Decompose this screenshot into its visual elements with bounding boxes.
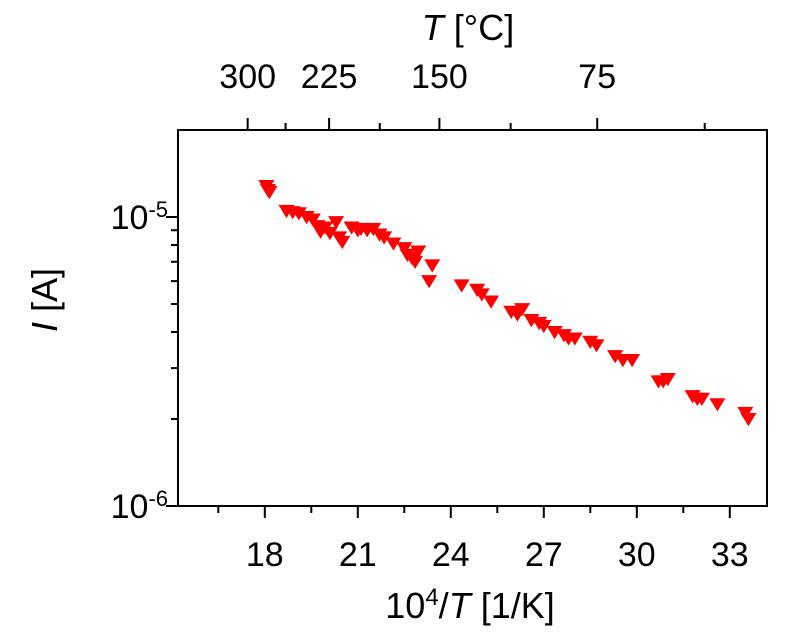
- data-point: [514, 303, 531, 317]
- x-tick-label: 30: [618, 536, 656, 574]
- data-point: [334, 235, 351, 250]
- data-point: [740, 413, 757, 427]
- x-tick-label: 33: [711, 536, 749, 574]
- x-tick-label: 24: [432, 536, 470, 574]
- data-point: [396, 242, 413, 256]
- y-tick-labels: 10-6 10-5: [111, 196, 168, 526]
- data-point: [321, 227, 338, 241]
- data-point: [588, 339, 605, 353]
- data-point: [290, 207, 307, 221]
- top-tick-label: 75: [578, 58, 616, 96]
- data-point: [607, 350, 624, 364]
- data-points: [258, 180, 757, 427]
- data-point: [709, 398, 726, 412]
- data-point: [328, 216, 345, 230]
- top-axis-label: T [°C]: [422, 7, 514, 48]
- data-point: [483, 295, 500, 309]
- axis-ticks: [166, 118, 731, 518]
- data-point: [582, 335, 599, 349]
- data-point: [693, 392, 710, 406]
- x-tick-label: 18: [246, 536, 284, 574]
- y-tick-label: 10-6: [111, 486, 168, 527]
- data-point: [261, 186, 278, 200]
- data-point: [407, 255, 424, 269]
- data-point: [566, 332, 583, 346]
- y-tick-label: 10-5: [111, 196, 168, 237]
- data-point: [453, 279, 470, 293]
- top-tick-label: 225: [301, 58, 358, 96]
- x-tick-label: 21: [339, 536, 377, 574]
- x-axis-label: 104/T [1/K]: [385, 584, 554, 627]
- data-point: [624, 354, 641, 368]
- data-point: [473, 288, 490, 302]
- top-tick-labels: 300 225 150 75: [219, 58, 616, 96]
- data-point: [410, 245, 427, 259]
- data-point: [421, 275, 438, 289]
- x-tick-labels: 18 21 24 27 30 33: [246, 536, 749, 574]
- data-point: [535, 319, 552, 334]
- data-point: [659, 373, 676, 387]
- data-point: [385, 237, 402, 251]
- data-point: [376, 231, 393, 245]
- top-tick-label: 300: [219, 58, 276, 96]
- y-axis-label: I [A]: [24, 268, 65, 332]
- data-point: [424, 259, 441, 273]
- top-tick-label: 150: [411, 58, 468, 96]
- x-tick-label: 27: [525, 536, 563, 574]
- plot-frame: [177, 129, 768, 507]
